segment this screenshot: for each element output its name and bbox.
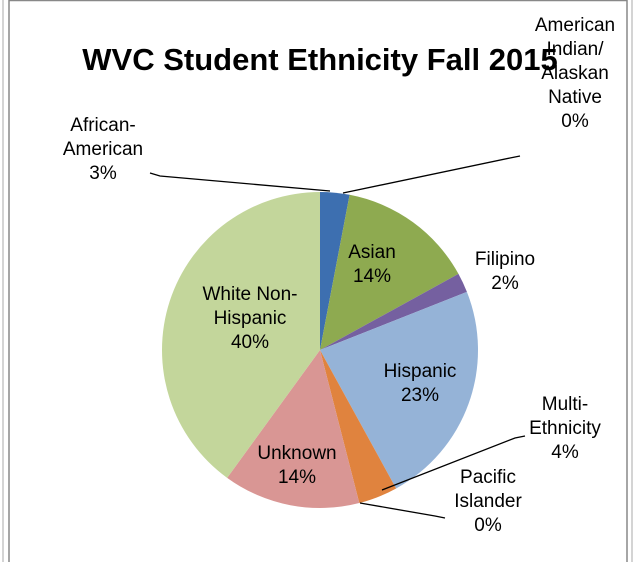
category-label: Filipino	[474, 249, 536, 270]
value-label: 14%	[277, 467, 317, 488]
slice-label: Filipino 2%	[465, 248, 545, 296]
pie-slice	[162, 192, 320, 478]
category-label: Asian	[348, 242, 396, 263]
pie-slice	[227, 350, 360, 508]
value-label: 3%	[89, 163, 117, 184]
leader-line	[342, 155, 521, 194]
category-label: African-American	[62, 115, 144, 160]
pie	[162, 192, 478, 508]
slice-label: Unknown 14%	[242, 442, 352, 490]
leader-lines	[149, 155, 526, 519]
value-label: 0%	[474, 515, 502, 536]
slice-label: Pacific Islander 0%	[443, 466, 533, 538]
category-label: White Non-Hispanic	[202, 284, 298, 329]
pie-slice	[320, 273, 467, 350]
category-label: Unknown	[257, 443, 337, 464]
pie-slice	[320, 291, 478, 489]
pie-slice	[320, 194, 459, 350]
value-label: 4%	[551, 442, 579, 463]
category-label: Pacific Islander	[454, 467, 522, 512]
slice-label: White Non-Hispanic 40%	[195, 283, 305, 355]
slice-label: Multi-Ethnicity 4%	[515, 393, 615, 465]
slice-label: African-American 3%	[48, 114, 158, 186]
pie-slice	[320, 350, 397, 504]
chart-title: WVC Student Ethnicity Fall 2015	[82, 42, 558, 77]
slice-label: American Indian/ Alaskan Native 0%	[525, 14, 625, 134]
leader-line	[149, 172, 331, 192]
category-label: Multi-Ethnicity	[529, 394, 601, 439]
value-label: 23%	[400, 385, 440, 406]
leader-line	[359, 502, 446, 519]
value-label: 2%	[491, 273, 519, 294]
leader-line	[381, 435, 526, 491]
pie-slice	[320, 192, 350, 350]
chart-border	[8, 0, 628, 562]
category-label: American Indian/ Alaskan Native	[534, 15, 616, 108]
value-label: 40%	[230, 332, 270, 353]
slice-label: Asian 14%	[337, 241, 407, 289]
slice-label: Hispanic 23%	[365, 360, 475, 408]
value-label: 0%	[561, 111, 589, 132]
value-label: 14%	[352, 266, 392, 287]
category-label: Hispanic	[383, 361, 457, 382]
